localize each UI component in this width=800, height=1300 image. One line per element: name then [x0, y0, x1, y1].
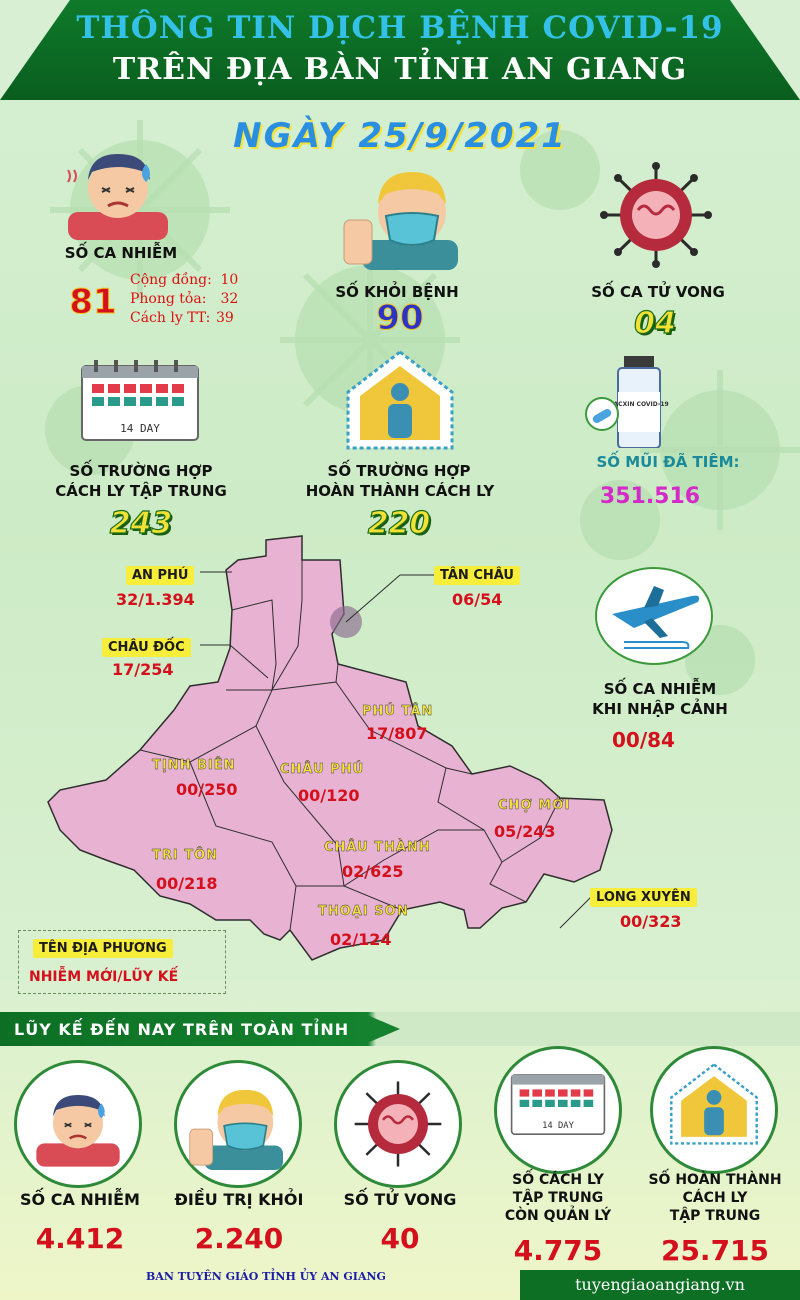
daily-completed-value: 220 [367, 505, 431, 541]
cumulative-quarantine-value: 4.775 [513, 1234, 603, 1267]
vaccine-label: SỐ MŨI ĐÃ TIÊM: [596, 453, 740, 471]
quarantine-house-icon [346, 350, 454, 450]
region-tri-ton-name: TRI TÔN [152, 848, 219, 863]
svg-text:VACXIN COVID-19: VACXIN COVID-19 [609, 401, 668, 408]
cumulative-banner [0, 1012, 800, 1046]
region-tan-chau-name: TÂN CHÂU [434, 566, 520, 585]
region-chau-phu-name: CHÂU PHÚ [280, 762, 365, 777]
cumulative-title: LŨY KẾ ĐẾN NAY TRÊN TOÀN TỈNH [14, 1020, 350, 1039]
region-long-xuyen-value: 00/323 [620, 912, 682, 931]
region-tinh-bien-name: TỊNH BIÊN [152, 758, 236, 773]
footer-website-link[interactable]: tuyengiaoangiang.vn [520, 1270, 800, 1300]
cases-breakdown: Cộng đồng: 10 Phong tỏa: 32 Cách ly TT: 3… [130, 272, 238, 326]
an-giang-map [47, 535, 613, 961]
footer-organization: BAN TUYÊN GIÁO TỈNH ỦY AN GIANG [146, 1270, 386, 1283]
cumulative-deaths-label: SỐ TỬ VONG [343, 1190, 457, 1209]
daily-completed-label-1: SỐ TRƯỜNG HỢP [327, 462, 471, 480]
region-cho-moi-name: CHỢ MỚI [498, 798, 571, 813]
cumulative-cases-value: 4.412 [35, 1222, 125, 1255]
cumulative-completed-label-2: CÁCH LY [682, 1190, 748, 1206]
quarantine-house-icon [670, 1063, 758, 1145]
legend-name-sample: TÊN ĐỊA PHƯƠNG [33, 939, 173, 958]
daily-completed-label-2: HOÀN THÀNH CÁCH LY [305, 482, 495, 500]
sick-person-icon [67, 154, 168, 240]
cumulative-cases-label: SỐ CA NHIỄM [20, 1190, 140, 1209]
region-chau-doc-value: 17/254 [112, 660, 174, 679]
vaccine-vial-icon: VACXIN COVID-19 [585, 356, 669, 448]
report-date: NGÀY 25/9/2021 [233, 116, 567, 156]
region-an-phu-value: 32/1.394 [116, 590, 195, 609]
virus-icon [600, 162, 712, 268]
imported-value: 00/84 [612, 728, 675, 752]
region-chau-phu-value: 00/120 [298, 786, 360, 805]
cumulative-recovered-label: ĐIỀU TRỊ KHỎI [174, 1190, 304, 1209]
sick-person-icon [36, 1095, 120, 1167]
cumulative-completed-label-1: SỐ HOÀN THÀNH [648, 1172, 782, 1188]
title-line-1: THÔNG TIN DỊCH BỆNH COVID-19 [76, 10, 724, 46]
imported-label-2: KHI NHẬP CẢNH [592, 700, 728, 718]
region-an-phu-name: AN PHÚ [126, 566, 195, 585]
cumulative-recovered-value: 2.240 [194, 1222, 284, 1255]
header-banner: THÔNG TIN DỊCH BỆNH COVID-19 TRÊN ĐỊA BÀ… [0, 0, 800, 100]
cumulative-completed-label-3: TẬP TRUNG [669, 1208, 761, 1224]
legend-value-sample: NHIỄM MỚI/LŨY KẾ [29, 969, 179, 985]
daily-deaths-label: SỐ CA TỬ VONG [591, 283, 725, 301]
map-legend: TÊN ĐỊA PHƯƠNG NHIỄM MỚI/LŨY KẾ [18, 930, 226, 994]
breakdown-community: Cộng đồng: 10 [130, 272, 239, 288]
region-long-xuyen-name: LONG XUYÊN [590, 888, 697, 907]
title-line-2: TRÊN ĐỊA BÀN TỈNH AN GIANG [112, 52, 688, 87]
calendar-icon: 14 DAY [510, 1074, 606, 1136]
daily-quarantine-label-2: CÁCH LY TẬP TRUNG [55, 482, 227, 500]
daily-cases-value: 81 [69, 282, 117, 323]
masked-person-icon [189, 1089, 283, 1170]
daily-quarantine-label-1: SỐ TRƯỜNG HỢP [69, 462, 213, 480]
map-outline [47, 535, 613, 961]
imported-label-1: SỐ CA NHIỄM [603, 680, 717, 698]
vaccine-value: 351.516 [599, 484, 701, 509]
daily-recovered-label: SỐ KHỎI BỆNH [335, 283, 459, 301]
cumulative-deaths-value: 40 [380, 1222, 420, 1255]
region-phu-tan-value: 17/807 [366, 724, 428, 743]
daily-cases-label: SỐ CA NHIỄM [64, 244, 178, 262]
breakdown-quarantine: Cách ly TT: 39 [130, 310, 234, 326]
cumulative-quarantine-label-2: TẬP TRUNG [512, 1190, 604, 1206]
region-chau-thanh-value: 02/625 [342, 862, 404, 881]
virus-icon [354, 1081, 442, 1167]
daily-recovered-value: 90 [376, 298, 424, 339]
region-phu-tan-name: PHÚ TÂN [362, 704, 434, 719]
region-tinh-bien-value: 00/250 [176, 780, 238, 799]
masked-person-icon [343, 172, 458, 270]
calendar-icon: 14 DAY [81, 360, 199, 441]
region-chau-doc-name: CHÂU ĐỐC [102, 638, 191, 657]
region-thoai-son-name: THOẠI SƠN [318, 904, 409, 919]
daily-deaths-value: 04 [634, 305, 677, 341]
region-thoai-son-value: 02/124 [330, 930, 392, 949]
svg-text:14 DAY: 14 DAY [542, 1121, 574, 1131]
breakdown-lockdown: Phong tỏa: 32 [130, 291, 239, 307]
airplane-icon [595, 567, 713, 665]
region-tri-ton-value: 00/218 [156, 874, 218, 893]
region-chau-thanh-name: CHÂU THÀNH [324, 840, 431, 855]
daily-quarantine-value: 243 [109, 505, 173, 541]
region-cho-moi-value: 05/243 [494, 822, 556, 841]
cumulative-quarantine-label-1: SỐ CÁCH LY [512, 1172, 604, 1188]
cumulative-completed-value: 25.715 [660, 1234, 770, 1267]
svg-text:14 DAY: 14 DAY [120, 422, 160, 435]
region-tan-chau-value: 06/54 [452, 590, 503, 609]
cumulative-quarantine-label-3: CÒN QUẢN LÝ [504, 1208, 612, 1224]
